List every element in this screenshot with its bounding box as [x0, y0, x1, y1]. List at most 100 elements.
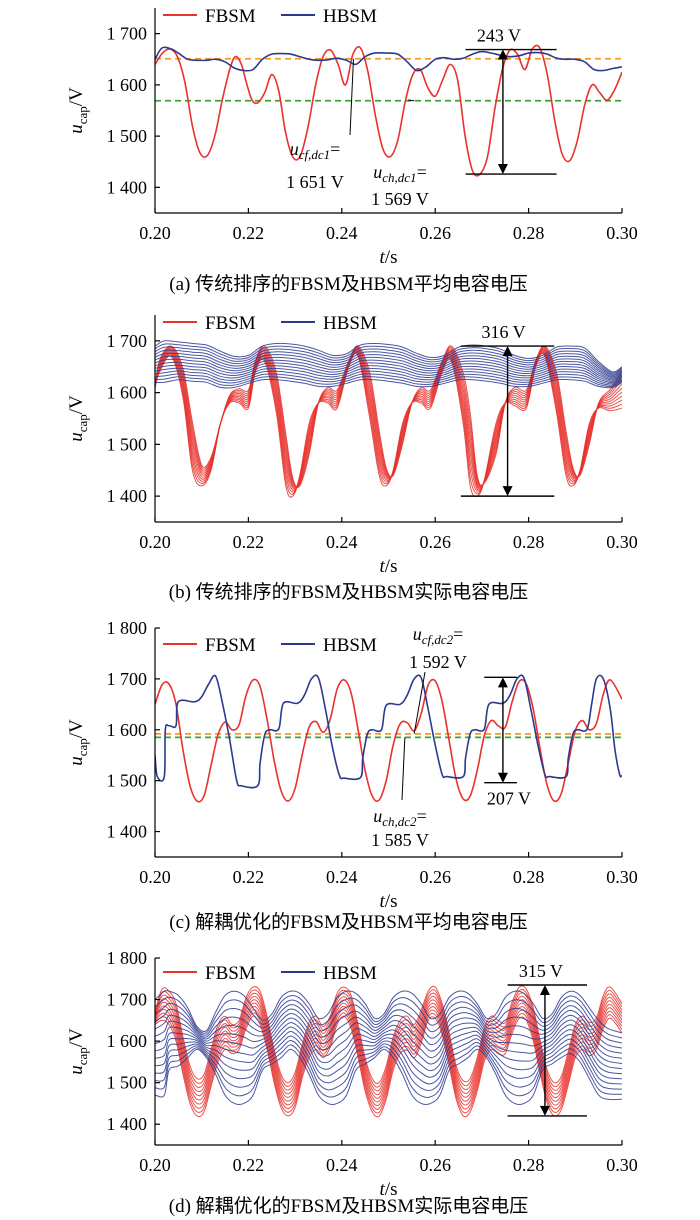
chart-panel-d: 1 400 1 500 1 600 1 700 1 800 0.20 0.22 0.24 0.2… [66, 948, 638, 1217]
legend-label-fbsm: FBSM [205, 635, 256, 656]
series-trace-hbsm [155, 340, 622, 373]
y-axis-label-sub: cap [75, 106, 90, 124]
y-tick-label: 1 500 [107, 126, 148, 146]
series-trace-hbsm [155, 1004, 622, 1049]
span-label: 207 V [487, 789, 531, 809]
x-tick-label: 0.30 [606, 1155, 638, 1175]
series-trace-fbsm [155, 348, 622, 489]
x-tick-label: 0.26 [419, 532, 451, 552]
panel-caption: (b) 传统排序的FBSM及HBSM实际电容电压 [169, 581, 528, 603]
legend: FBSM HBSM [163, 635, 377, 656]
span-arrow-head-up [502, 346, 513, 357]
plot-area [155, 985, 622, 1118]
callout-symbol-eq: = [330, 139, 340, 159]
series-trace-fbsm [155, 988, 622, 1088]
series-trace-hbsm [155, 1039, 622, 1092]
span-arrow-head-down [497, 772, 508, 783]
x-axis-label: t/s [380, 556, 398, 577]
callout-leader [407, 99, 415, 102]
x-tick-label: 0.24 [326, 867, 358, 887]
series-trace-hbsm [155, 999, 622, 1044]
legend-label-hbsm: HBSM [323, 963, 377, 984]
y-tick-label: 1 800 [107, 618, 148, 638]
x-axis-label-unit: /s [385, 247, 398, 268]
x-tick-label: 0.20 [139, 867, 171, 887]
y-axis-label-var: u [66, 756, 87, 766]
callout-value: 1 569 V [371, 189, 429, 209]
y-tick-label: 1 600 [107, 1031, 148, 1051]
y-axis-label-unit: /V [66, 719, 87, 738]
series-trace-hbsm [155, 349, 622, 377]
plot-area [155, 44, 622, 177]
series-trace-hbsm [155, 1013, 622, 1059]
span-arrow-head-down [539, 1105, 550, 1116]
x-tick-label: 0.22 [233, 1155, 265, 1175]
panel-caption: (a) 传统排序的FBSM及HBSM平均电容电压 [169, 273, 527, 295]
series-trace-hbsm [155, 358, 622, 380]
series-trace-fbsm [155, 999, 622, 1099]
span-label: 315 V [519, 961, 563, 981]
x-tick-label: 0.26 [419, 223, 451, 243]
series-trace-fbsm [155, 352, 622, 498]
y-tick-label: 1 400 [107, 1114, 148, 1134]
legend-label-fbsm: FBSM [205, 6, 256, 27]
legend: FBSM HBSM [163, 6, 377, 27]
legend-label-hbsm: HBSM [323, 6, 377, 27]
series-trace-fbsm [155, 348, 622, 489]
callout-value: 1 651 V [286, 172, 344, 192]
y-axis-label: ucap/V [66, 87, 90, 134]
legend-label-hbsm: HBSM [323, 635, 377, 656]
series-trace-hbsm [155, 352, 622, 378]
x-axis-label-var: t [380, 1179, 386, 1200]
y-tick-label: 1 600 [107, 75, 148, 95]
y-axis-label-sub: cap [75, 1047, 90, 1065]
y-tick-label: 1 500 [107, 434, 148, 454]
x-tick-label: 0.30 [606, 223, 638, 243]
callout-symbol: ucf,dc2= [413, 624, 464, 647]
callout-symbol-sub: ch,dc1 [382, 170, 416, 185]
y-axis-label-var: u [66, 1065, 87, 1075]
span-arrow-head-up [497, 49, 508, 60]
legend: FBSM HBSM [163, 313, 377, 334]
series-trace-hbsm [155, 1035, 622, 1085]
y-tick-label: 1 600 [107, 383, 148, 403]
series-trace-hbsm [155, 346, 622, 375]
y-tick-label: 1 700 [107, 669, 148, 689]
x-axis-label-var: t [380, 556, 386, 577]
span-arrow-head-up [539, 985, 550, 996]
plot-area [155, 340, 622, 498]
y-axis-label-unit: /V [66, 87, 87, 106]
y-axis-label: ucap/V [66, 719, 90, 766]
series-trace-hbsm [155, 361, 622, 381]
series-trace-hbsm [155, 1031, 622, 1080]
series-trace-hbsm [155, 1044, 622, 1098]
x-tick-label: 0.20 [139, 1155, 171, 1175]
callout-leader [413, 671, 426, 734]
series-trace-hbsm [155, 373, 622, 386]
x-tick-label: 0.24 [326, 223, 358, 243]
series-trace-hbsm [155, 1017, 622, 1064]
y-tick-label: 1 700 [107, 990, 148, 1010]
series-trace-hbsm [155, 995, 622, 1039]
x-axis-label: t/s [380, 891, 398, 912]
x-tick-label: 0.26 [419, 867, 451, 887]
x-axis-label-unit: /s [385, 891, 398, 912]
callout-value: 1 585 V [371, 830, 429, 850]
callout-symbol-sub: cf,dc2 [422, 632, 454, 647]
callout-symbol-u: u [413, 624, 422, 644]
series-line-fbsm [155, 678, 622, 803]
callout-symbol: ucf,dc1= [290, 139, 341, 162]
x-tick-label: 0.22 [233, 867, 265, 887]
series-trace-hbsm [155, 367, 622, 384]
x-tick-label: 0.20 [139, 223, 171, 243]
series-trace-hbsm [155, 1048, 622, 1105]
x-axis-label: t/s [380, 247, 398, 268]
series-trace-fbsm [155, 349, 622, 491]
series-trace-fbsm [155, 350, 622, 492]
span-arrow-head-up [497, 677, 508, 688]
series-line-fbsm [155, 44, 622, 177]
series-trace-fbsm [155, 985, 622, 1084]
y-tick-label: 1 700 [107, 24, 148, 44]
callout-symbol-u: u [373, 162, 382, 182]
series-trace-hbsm [155, 364, 622, 383]
